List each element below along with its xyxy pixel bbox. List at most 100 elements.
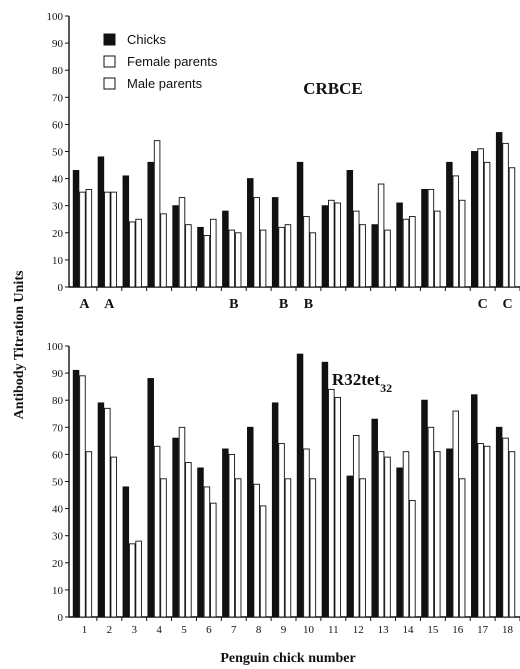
bar-male-parents (110, 191, 117, 288)
bar-male-parents (185, 462, 192, 618)
bar-chicks (271, 197, 279, 288)
y-tick-label: 10 (52, 585, 64, 597)
y-tick-label: 10 (52, 255, 64, 267)
bar-female-parents (352, 210, 360, 288)
bar-male-parents (334, 397, 341, 618)
bar-male-parents (160, 478, 167, 618)
bar-male-parents (85, 188, 93, 288)
x-tick-label: 6 (206, 624, 212, 636)
bar-male-parents (160, 213, 167, 288)
bar-male-parents (259, 505, 267, 618)
bar-male-parents (284, 224, 292, 288)
crbce-panel: 0 10 20 30 40 50 60 70 80 90 100 A A B B B C C CRBCE Chicks… (47, 11, 520, 312)
bar-male-parents (185, 224, 192, 288)
bar-female-parents (328, 388, 335, 618)
y-tick-label: 70 (52, 422, 64, 434)
bar-chicks (346, 475, 354, 618)
bar-female-parents (427, 426, 435, 618)
bar-male-parents (458, 478, 466, 618)
panel-title: CRBCE (303, 79, 363, 98)
bar-chicks (97, 156, 105, 288)
bar-chicks (122, 175, 130, 288)
y-tick-label: 100 (47, 11, 64, 23)
y-tick-label: 40 (52, 174, 64, 186)
y-tick-label: 20 (52, 558, 64, 570)
bar-chicks (147, 378, 154, 618)
bar-chicks (72, 369, 80, 618)
bar-male-parents (284, 478, 292, 618)
bar-female-parents (153, 140, 161, 288)
bar-male-parents (359, 224, 366, 288)
bar-chicks (321, 205, 329, 288)
bar-chicks (197, 467, 204, 618)
bar-male-parents (210, 218, 217, 288)
legend-label: Chicks (127, 32, 167, 47)
bar-male-parents (309, 232, 317, 288)
y-axis-label: Antibody Titration Units (12, 270, 27, 419)
legend-label: Male parents (127, 76, 203, 91)
bar-female-parents (402, 218, 410, 288)
bar-female-parents (402, 451, 410, 618)
bar-female-parents (203, 486, 211, 618)
legend-swatch (103, 77, 116, 90)
y-tick-label: 60 (52, 119, 64, 131)
bar-female-parents (278, 226, 285, 288)
bar-female-parents (253, 483, 260, 618)
bar-male-parents (458, 199, 466, 288)
x-tick-label: 7 (231, 624, 237, 636)
group-label: B (279, 297, 288, 312)
x-tick-label: 12 (353, 624, 364, 636)
bar-female-parents (377, 183, 385, 288)
bar-female-parents (427, 188, 435, 288)
bar-chicks (122, 486, 130, 618)
panel-title: R32tet32 (332, 370, 392, 395)
x-tick-label: 16 (452, 624, 464, 636)
y-tick-label: 90 (52, 38, 64, 50)
x-tick-label: 17 (477, 624, 489, 636)
bar-male-parents (434, 210, 441, 288)
y-tick-label: 30 (52, 201, 64, 213)
bar-female-parents (452, 175, 460, 288)
bar-male-parents (85, 451, 93, 618)
bar-chicks (271, 402, 279, 618)
y-tick-label: 90 (52, 368, 64, 380)
bar-female-parents (477, 148, 484, 288)
y-tick-label: 100 (47, 341, 64, 353)
bar-female-parents (128, 543, 136, 618)
bar-female-parents (502, 142, 509, 288)
bar-chicks (72, 170, 80, 288)
bar-chicks (172, 437, 179, 618)
bar-female-parents (303, 448, 310, 618)
bar-male-parents (434, 451, 441, 618)
bar-female-parents (502, 437, 509, 618)
group-label: A (79, 297, 90, 312)
bar-female-parents (228, 229, 236, 288)
bar-chicks (471, 151, 478, 288)
bar-female-parents (452, 410, 460, 618)
y-tick-label: 50 (52, 147, 64, 159)
bar-chicks (147, 161, 154, 288)
legend-label: Female parents (127, 54, 218, 69)
bar-chicks (321, 361, 329, 618)
bar-male-parents (210, 502, 217, 618)
x-tick-label: 8 (256, 624, 262, 636)
panel-title-subscript: 32 (380, 381, 392, 395)
bar-female-parents (278, 443, 285, 618)
bar-male-parents (234, 232, 242, 288)
bar-chicks (471, 394, 478, 618)
x-tick-label: 2 (107, 624, 113, 636)
bar-male-parents (234, 478, 242, 618)
bar-female-parents (178, 197, 186, 288)
bar-chicks (396, 467, 403, 618)
bar-male-parents (483, 445, 491, 618)
x-tick-label: 1 (82, 624, 88, 636)
bar-female-parents (328, 199, 335, 288)
bar-female-parents (253, 197, 260, 288)
x-tick-label: 15 (427, 624, 439, 636)
x-axis-label: Penguin chick number (220, 651, 355, 666)
bar-female-parents (228, 453, 236, 618)
group-label: C (502, 297, 512, 312)
bar-female-parents (352, 434, 360, 618)
y-tick-label: 80 (52, 395, 64, 407)
y-tick-label: 70 (52, 92, 64, 104)
